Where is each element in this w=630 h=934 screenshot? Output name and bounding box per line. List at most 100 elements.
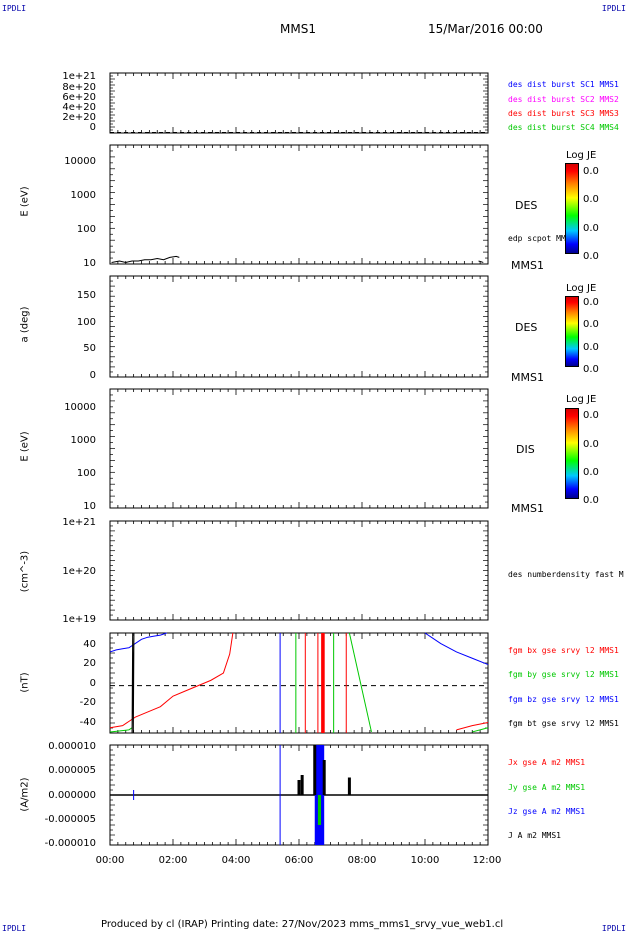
p7-legend-j: J A m2 MMS1 [508, 831, 561, 840]
p6-field-line [424, 632, 489, 666]
p6-field-line [131, 632, 135, 734]
p4-side-label: DIS [516, 443, 535, 456]
x-tick: 08:00 [347, 855, 377, 866]
p3-ytick: 0 [89, 370, 96, 381]
p6-legend-by: fgm by gse srvy l2 MMS1 [508, 670, 619, 679]
p4-colorbar-title: Log JE [566, 394, 597, 405]
panel-frame [109, 632, 489, 734]
p6-legend-bx: fgm bx gse srvy l2 MMS1 [508, 646, 619, 655]
p2-scpot-line [478, 260, 484, 263]
p3-colorbar-title: Log JE [566, 283, 597, 294]
p1-ytick: 2e+20 [62, 112, 96, 123]
p4-cb-value: 0.0 [583, 410, 599, 421]
p7-ytick: 0.000010 [48, 741, 96, 752]
p4-ytick: 100 [76, 468, 96, 479]
p6-legend-bt: fgm bt gse srvy l2 MMS1 [508, 719, 619, 728]
p4-ytick: 10 [83, 501, 96, 512]
p4-cb-value: 0.0 [583, 467, 599, 478]
p6-field-line [348, 632, 372, 733]
p4-cb-value: 0.0 [583, 495, 599, 506]
p6-legend-bz: fgm bz gse srvy l2 MMS1 [508, 695, 619, 704]
p3-sub-label: MMS1 [511, 371, 544, 384]
p5-ytick: 1e+19 [62, 614, 96, 625]
x-tick: 02:00 [158, 855, 188, 866]
p2-ytick: 10 [83, 258, 96, 269]
p4-colorbar [565, 408, 579, 499]
p7-legend-jx: Jx gse A m2 MMS1 [508, 758, 586, 767]
p3-ytick: 100 [76, 317, 96, 328]
p5-ytick: 1e+21 [62, 517, 96, 528]
x-tick: 10:00 [410, 855, 440, 866]
p6-field-line [109, 632, 234, 729]
p4-ytick: 10000 [64, 402, 96, 413]
p6-ytick: -40 [79, 717, 96, 728]
panel-frame [109, 520, 489, 621]
p7-jy-band [317, 795, 322, 825]
corner-label-top-left: IPDLI [2, 4, 27, 13]
corner-label-top-right: IPDLI [601, 4, 626, 13]
p1-legend-sc1: des dist burst SC1 MMS1 [508, 80, 619, 89]
p1-legend-sc2: des dist burst SC2 MMS2 [508, 95, 619, 104]
p2-ytick: 100 [76, 224, 96, 235]
panel-frame [109, 72, 489, 134]
p4-ytick: 1000 [70, 435, 96, 446]
p3-colorbar [565, 296, 579, 367]
p6-ytick: 0 [89, 678, 96, 689]
x-tick: 04:00 [221, 855, 251, 866]
p4-cb-value: 0.0 [583, 439, 599, 450]
p6-field-line [109, 727, 133, 733]
p7-ytick: -0.000005 [44, 814, 96, 825]
p7-legend-jy: Jy gse A m2 MMS1 [508, 783, 586, 792]
p2-cb-value: 0.0 [583, 194, 599, 205]
x-tick: 06:00 [284, 855, 314, 866]
p6-ytick: -20 [79, 697, 96, 708]
p1-ytick: 4e+20 [62, 102, 96, 113]
p1-legend-sc4: des dist burst SC4 MMS4 [508, 123, 619, 132]
corner-label-bottom-left: IPDLI [2, 924, 27, 933]
p1-ytick: 6e+20 [62, 92, 96, 103]
p2-cb-value: 0.0 [583, 166, 599, 177]
p6-field-line [472, 727, 489, 733]
p6-ytick: 40 [83, 639, 96, 650]
p3-cb-value: 0.0 [583, 319, 599, 330]
p2-colorbar [565, 163, 579, 254]
spacecraft-title: MMS1 [280, 22, 316, 36]
date-title: 15/Mar/2016 00:00 [428, 22, 543, 36]
p5-ytick: 1e+20 [62, 566, 96, 577]
p6-field-line [109, 632, 167, 653]
p7-ytick: 0.000005 [48, 765, 96, 776]
p5-legend-density: des numberdensity fast M [508, 570, 624, 579]
p7-legend-jz: Jz gse A m2 MMS1 [508, 807, 586, 816]
p2-scpot-line [111, 255, 180, 263]
p2-cb-value: 0.0 [583, 251, 599, 262]
p7-ytick: -0.000010 [44, 838, 96, 849]
x-tick: 12:00 [472, 855, 502, 866]
p2-ytick: 10000 [64, 156, 96, 167]
x-tick: 00:00 [95, 855, 125, 866]
p3-cb-value: 0.0 [583, 364, 599, 375]
p6-field-line [456, 721, 489, 731]
p2-ytick: 1000 [70, 190, 96, 201]
p2-sub-label: MMS1 [511, 259, 544, 272]
panel-frame [109, 388, 489, 509]
p3-cb-value: 0.0 [583, 297, 599, 308]
p1-ytick: 0 [89, 122, 96, 133]
p2-cb-value: 0.0 [583, 223, 599, 234]
corner-label-bottom-right: IPDLI [601, 924, 626, 933]
p1-ytick: 1e+21 [62, 71, 96, 82]
p2-overlay-label: edp scpot MMS1 [508, 234, 576, 243]
p3-ytick: 50 [83, 343, 96, 354]
p3-side-label: DES [515, 321, 538, 334]
p4-sub-label: MMS1 [511, 502, 544, 515]
panel-frame [109, 275, 489, 378]
p2-side-label: DES [515, 199, 538, 212]
p6-ytick: 20 [83, 658, 96, 669]
p2-colorbar-title: Log JE [566, 150, 597, 161]
p1-legend-sc3: des dist burst SC3 MMS3 [508, 109, 619, 118]
p3-ytick: 150 [76, 290, 96, 301]
p1-ytick: 8e+20 [62, 82, 96, 93]
p3-cb-value: 0.0 [583, 342, 599, 353]
footer-credit: Produced by cl (IRAP) Printing date: 27/… [101, 919, 504, 930]
panel-frame [109, 144, 489, 265]
